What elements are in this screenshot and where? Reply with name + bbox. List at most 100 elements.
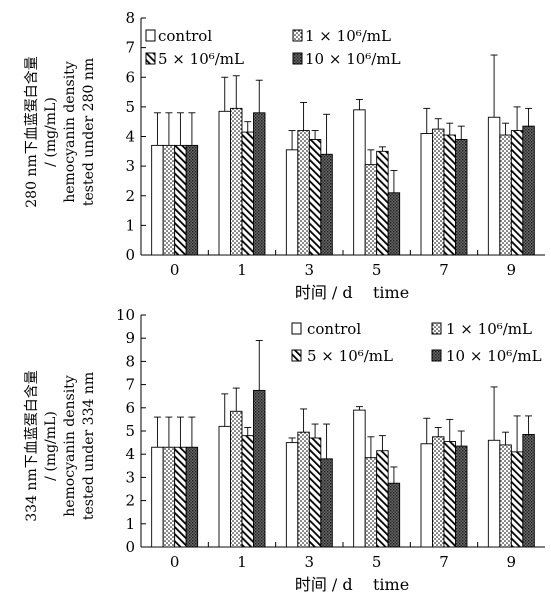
bar-1e6-day-9 xyxy=(499,444,512,548)
bar-1e6-day-3 xyxy=(297,130,310,256)
legend-label-5e6: 5 × 10⁶/mL xyxy=(307,347,393,365)
y-tick-label: 2 xyxy=(125,187,135,205)
bar-control-day-5 xyxy=(353,109,366,256)
legend-swatch-control xyxy=(291,322,302,335)
y-tick-label: 1 xyxy=(125,216,135,234)
bar-1e6-day-0 xyxy=(162,144,176,256)
y-tick-label: 6 xyxy=(125,68,135,86)
x-tick-label: 5 xyxy=(372,261,382,279)
x-tick-label: 7 xyxy=(439,261,449,279)
bar-control-day-3 xyxy=(285,149,299,256)
y-tick-label: 5 xyxy=(125,422,135,440)
legend-swatch-10e6 xyxy=(292,52,303,65)
legend-label-control: control xyxy=(307,320,361,338)
y-tick-label: 3 xyxy=(125,468,135,486)
bar-5e6-day-3 xyxy=(308,437,322,548)
y-axis-label-334nm: 334 nm下血蓝蛋白含量 / (mg/mL) hemocyanin densi… xyxy=(24,370,97,521)
bar-10e6-day-1 xyxy=(253,112,266,256)
bars-280nm xyxy=(151,54,535,256)
bar-5e6-day-1 xyxy=(241,435,254,548)
bar-5e6-day-9 xyxy=(510,451,524,548)
bar-control-day-7 xyxy=(420,443,433,548)
x-axis-label-280nm: 时间 / d time xyxy=(295,283,409,302)
bar-5e6-day-5 xyxy=(376,150,389,256)
bar-control-day-1 xyxy=(218,110,231,256)
y-tick-label: 7 xyxy=(125,376,135,394)
ylabel-line-4: tested under 334 nm xyxy=(81,372,97,520)
chart-panel-334nm: 334 nm下血蓝蛋白含量 / (mg/mL) hemocyanin densi… xyxy=(24,306,545,594)
bar-control-day-3 xyxy=(285,442,299,548)
ylabel-line-2: / (mg/mL) xyxy=(43,97,59,167)
legend-280nm: control 1 × 10⁶/mL 5 × 10⁶/mL 10 × 10⁶/m… xyxy=(145,27,401,68)
y-tick-label: 10 xyxy=(116,306,135,324)
bar-10e6-day-7 xyxy=(455,139,468,256)
y-tick-label: 4 xyxy=(125,128,135,146)
x-tick-label: 3 xyxy=(305,261,315,279)
bars-334nm xyxy=(151,340,535,548)
legend-swatch-10e6 xyxy=(431,349,442,362)
bar-5e6-day-0 xyxy=(174,446,187,548)
legend-swatch-5e6 xyxy=(291,349,302,362)
y-tick-label: 8 xyxy=(125,9,135,27)
bar-10e6-day-7 xyxy=(455,445,468,548)
x-tick-label: 1 xyxy=(237,261,247,279)
bar-control-day-5 xyxy=(353,409,366,548)
y-tick-label: 6 xyxy=(125,399,135,417)
legend-label-control: control xyxy=(158,27,212,45)
bar-control-day-1 xyxy=(218,425,231,548)
ylabel-line-3: hemocyanin density xyxy=(62,375,78,517)
legend-swatch-1e6 xyxy=(431,322,442,335)
bar-5e6-day-7 xyxy=(443,134,456,256)
bar-5e6-day-1 xyxy=(241,131,254,256)
legend-swatch-1e6 xyxy=(292,29,303,42)
y-axis-label-280nm: 280 nm下血蓝蛋白含量 / (mg/mL) hemocyanin densi… xyxy=(24,56,97,207)
bar-control-day-9 xyxy=(487,439,501,548)
ylabel-line-4: tested under 280 nm xyxy=(81,58,97,206)
ylabel-line-3: hemocyanin density xyxy=(62,61,78,203)
x-tick-label: 0 xyxy=(170,553,180,571)
bar-control-day-0 xyxy=(151,144,164,256)
bar-10e6-day-9 xyxy=(522,434,535,548)
bar-10e6-day-0 xyxy=(185,446,199,548)
ylabel-line-2: / (mg/mL) xyxy=(43,411,59,481)
y-tick-label: 8 xyxy=(125,352,135,370)
ylabel-line-1: 280 nm下血蓝蛋白含量 xyxy=(24,56,40,207)
bar-1e6-day-9 xyxy=(499,134,512,256)
bar-1e6-day-7 xyxy=(432,436,445,548)
bar-10e6-day-3 xyxy=(320,458,333,548)
y-tick-label: 2 xyxy=(125,492,135,510)
bar-10e6-day-9 xyxy=(522,125,535,256)
bar-1e6-day-7 xyxy=(432,128,445,256)
bar-10e6-day-3 xyxy=(320,153,333,256)
bar-5e6-day-9 xyxy=(510,130,524,256)
x-tick-label: 9 xyxy=(507,261,517,279)
bar-10e6-day-5 xyxy=(387,192,401,256)
legend-label-1e6: 1 × 10⁶/mL xyxy=(446,320,532,338)
y-tick-label: 9 xyxy=(125,329,135,347)
legend-label-10e6: 10 × 10⁶/mL xyxy=(305,50,401,68)
x-tick-label: 0 xyxy=(170,261,180,279)
legend-swatch-control xyxy=(145,29,156,42)
bar-5e6-day-7 xyxy=(443,440,456,548)
y-tick-label: 3 xyxy=(125,157,135,175)
bar-1e6-day-1 xyxy=(230,410,243,548)
y-tick-label: 0 xyxy=(125,538,135,556)
y-tick-label: 7 xyxy=(125,39,135,57)
bar-control-day-7 xyxy=(420,133,433,256)
bar-control-day-9 xyxy=(487,116,501,256)
bar-1e6-day-0 xyxy=(162,446,176,548)
legend-swatch-5e6 xyxy=(145,52,156,65)
x-tick-label: 1 xyxy=(237,553,247,571)
bar-1e6-day-5 xyxy=(364,457,378,548)
plot-area-280nm: 0 1 2 3 4 5 6 7 8 0 1 3 5 7 9 xyxy=(125,9,545,279)
x-axis-label-334nm: 时间 / d time xyxy=(295,575,409,594)
chart-panel-280nm: 280 nm下血蓝蛋白含量 / (mg/mL) hemocyanin densi… xyxy=(24,9,545,302)
legend-label-5e6: 5 × 10⁶/mL xyxy=(158,50,244,68)
y-tick-label: 0 xyxy=(125,246,135,264)
bar-1e6-day-1 xyxy=(230,107,243,256)
bar-10e6-day-1 xyxy=(253,389,266,548)
y-tick-label: 5 xyxy=(125,98,135,116)
bar-control-day-0 xyxy=(151,446,164,548)
ylabel-line-1: 334 nm下血蓝蛋白含量 xyxy=(24,370,40,521)
